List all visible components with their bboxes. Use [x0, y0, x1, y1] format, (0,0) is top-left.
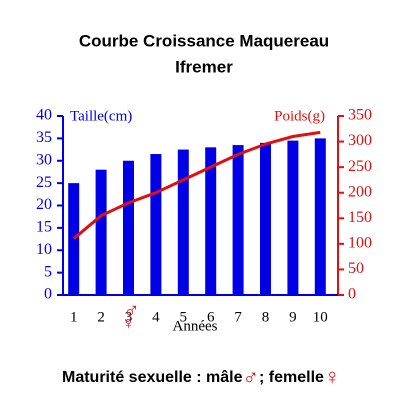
chart-subtitle: Ifremer: [175, 57, 233, 76]
bar: [68, 183, 80, 295]
bar: [150, 154, 162, 295]
y-axis-label: Taille(cm): [70, 108, 132, 124]
y-tick-label: 40: [36, 107, 52, 124]
x-tick-label: 7: [234, 309, 242, 325]
chart-title: Courbe Croissance Maquereau: [79, 31, 329, 50]
y-tick-label: 35: [36, 129, 52, 146]
x-tick-label: 3: [125, 309, 133, 325]
female-symbol: ♀: [324, 364, 341, 389]
x-tick-label: 8: [262, 309, 270, 325]
bar: [95, 169, 107, 295]
y2-tick-label: 50: [348, 260, 364, 277]
y-tick-label: 5: [44, 263, 52, 280]
x-tick-label: 2: [97, 309, 105, 325]
maturity-male: ♂: [123, 298, 140, 323]
x-tick-label: 5: [180, 309, 188, 325]
y-tick-label: 20: [36, 196, 52, 213]
y2-tick-label: 300: [348, 132, 372, 149]
y2-tick-label: 350: [348, 107, 372, 124]
x-tick-label: 4: [152, 309, 160, 325]
y2-tick-label: 250: [348, 158, 372, 175]
y-tick-label: 15: [36, 219, 52, 236]
y-tick-label: 10: [36, 241, 52, 258]
y2-axis-label: Poids(g): [274, 108, 325, 124]
x-tick-label: 10: [313, 309, 328, 325]
y2-tick-label: 0: [348, 286, 356, 303]
y-tick-label: 0: [44, 286, 52, 303]
bar: [232, 145, 244, 295]
bar: [177, 149, 189, 295]
x-axis-label: Années: [173, 318, 218, 334]
maturity-female: ♀: [122, 313, 136, 333]
bar: [205, 147, 217, 295]
male-symbol: ♂: [243, 364, 260, 389]
line: [72, 130, 321, 240]
y2-tick-label: 150: [348, 209, 372, 226]
y2-tick-label: 100: [348, 235, 372, 252]
x-tick-label: 9: [289, 309, 297, 325]
bar: [260, 142, 271, 295]
footer-text: Maturité sexuelle : mâle: [62, 369, 243, 386]
y-tick-label: 25: [36, 174, 52, 191]
y2-tick-label: 200: [348, 183, 372, 200]
bar: [314, 138, 326, 295]
footer: Maturité sexuelle : mâle♂; femelle♀: [62, 364, 340, 389]
bar: [287, 140, 299, 295]
x-tick-label: 6: [207, 309, 215, 325]
bar: [123, 160, 134, 295]
x-tick-label: 1: [70, 309, 78, 325]
footer-text: ; femelle: [259, 369, 324, 386]
y-tick-label: 30: [36, 151, 52, 168]
